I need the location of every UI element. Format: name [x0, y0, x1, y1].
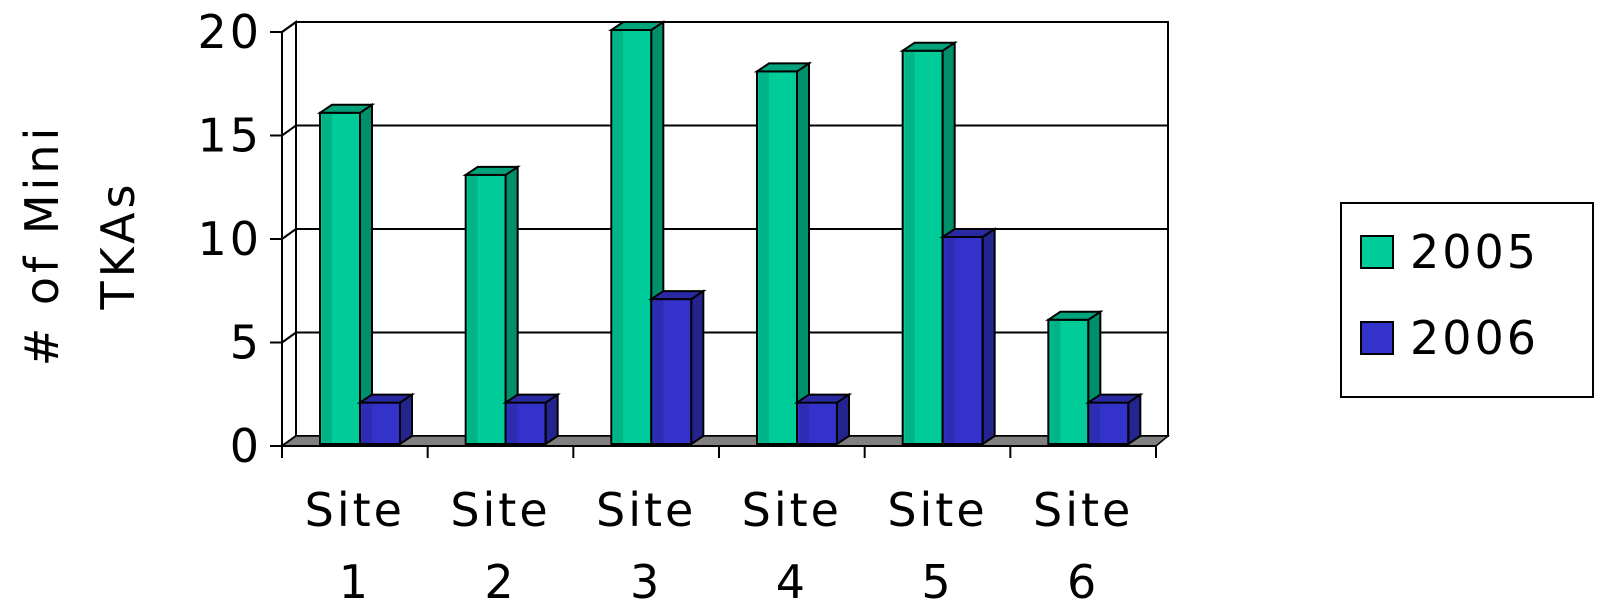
bar-top-face: [502, 393, 561, 404]
bar-side-face: [690, 289, 705, 446]
bar-shading: [1090, 403, 1101, 443]
bar-top-face: [462, 165, 521, 176]
bar-side-face: [796, 61, 810, 446]
bar-2005-5: [899, 40, 958, 446]
bar-shading: [904, 51, 915, 443]
bar-side-face: [359, 102, 373, 446]
bar-shading: [759, 72, 769, 444]
y-tick-label: 15: [197, 109, 262, 163]
gridline-side: [281, 331, 297, 344]
legend: 2005 2006: [1340, 202, 1594, 398]
bar-2006-6: [1085, 392, 1144, 446]
y-axis-title-line: # of Mini: [15, 124, 69, 367]
bar-shading: [467, 175, 478, 443]
x-tick-label: 4: [776, 555, 808, 609]
bar-shading: [507, 403, 518, 443]
bar-top-face: [316, 103, 376, 114]
x-tick-label: 3: [630, 555, 662, 609]
y-tick-label: 10: [197, 212, 262, 266]
bar-top-face: [608, 21, 667, 31]
bar-shading: [362, 403, 372, 443]
gridline-side: [281, 228, 297, 240]
bar-top-face: [1045, 310, 1104, 321]
bar-shading: [613, 31, 624, 443]
x-tick-label: 6: [1067, 555, 1099, 609]
bar-top-face: [753, 62, 813, 73]
legend-swatch-2005: [1360, 235, 1394, 269]
bars: [316, 20, 1144, 446]
gridline-side: [281, 124, 297, 137]
bar-shading: [1050, 320, 1061, 443]
y-tick-label: 0: [230, 419, 262, 473]
gridline-side: [281, 21, 297, 33]
bar-2006-3: [648, 289, 707, 446]
x-tick-label: 1: [339, 555, 371, 609]
bar-2006-5: [939, 227, 998, 446]
x-tick-label: Site: [450, 483, 550, 537]
x-tick-labels: Site 1 Site 2 Site 3 Site 4 Site 5 Site 6: [305, 483, 1133, 609]
x-tick-label: Site: [596, 483, 696, 537]
x-tick-label: Site: [305, 483, 405, 537]
y-tick-label: 20: [197, 5, 262, 59]
legend-swatch-2006: [1360, 321, 1394, 355]
x-tick-label: 2: [484, 555, 516, 609]
bar-2006-4: [793, 392, 853, 446]
bar-top-face: [356, 393, 416, 404]
bar-2006-2: [502, 392, 561, 446]
y-tick-label: 5: [230, 316, 262, 370]
bar-shading: [322, 113, 332, 444]
legend-label-2006: 2006: [1410, 311, 1539, 365]
gridlines: [281, 21, 1168, 344]
bar-2006-1: [356, 392, 416, 446]
y-axis-title: # of Mini TKAs: [15, 124, 145, 367]
bar-side-face: [981, 227, 996, 446]
bar-top-face: [939, 228, 998, 238]
bar-2005-4: [753, 61, 813, 446]
x-tick-label: Site: [742, 483, 842, 537]
bar-shading: [799, 403, 809, 443]
chart-walls: [281, 20, 1169, 448]
bar-shading: [944, 238, 955, 443]
bar-top-face: [1085, 393, 1144, 404]
y-tick-labels: 0 5 10 15 20: [197, 5, 262, 473]
bar-top-face: [648, 290, 707, 301]
floor-plane: [279, 435, 1171, 447]
legend-label-2005: 2005: [1410, 225, 1539, 279]
x-tick-label: 5: [921, 555, 953, 609]
bar-top-face: [899, 41, 958, 52]
axes: [270, 31, 1157, 458]
y-axis-title-line: TKAs: [91, 181, 145, 311]
bar-2005-2: [462, 165, 521, 446]
x-tick-label: Site: [1033, 483, 1133, 537]
bar-2005-1: [316, 102, 376, 446]
bar-shading: [653, 300, 664, 443]
bar-top-face: [793, 393, 853, 404]
chart-floor: [279, 435, 1171, 447]
x-tick-label: Site: [887, 483, 987, 537]
